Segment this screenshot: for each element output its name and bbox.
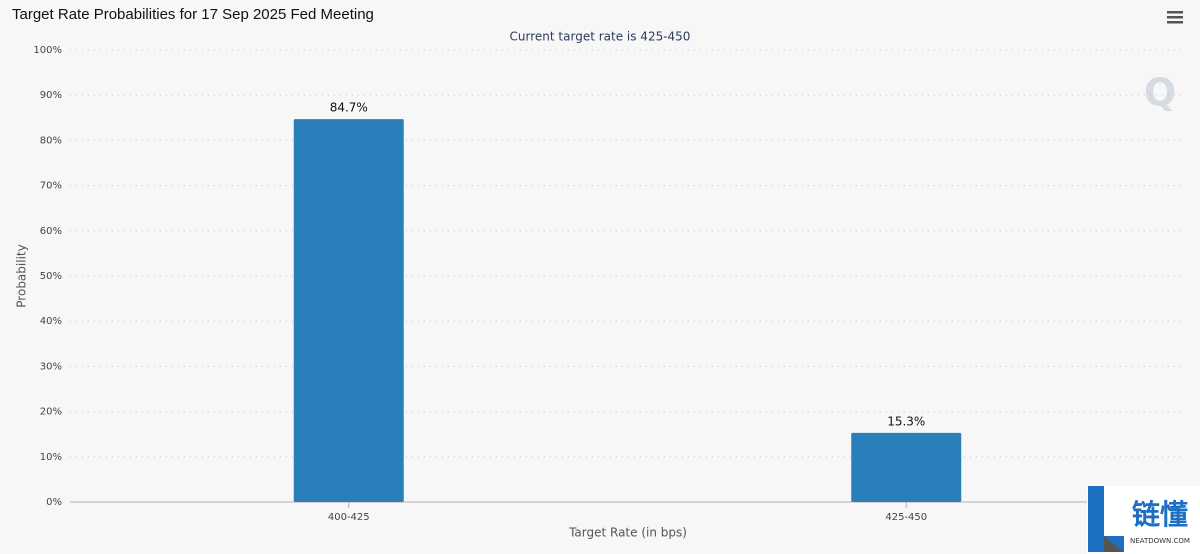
watermark: 链懂 NEATDOWN.COM: [1087, 486, 1200, 554]
y-tick-label: 100%: [33, 45, 62, 56]
chart-subtitle: Current target rate is 425-450: [510, 30, 691, 44]
plot-area: 0% 10% 20% 30% 40% 50% 60% 70% 80% 90% 100% 400-425…: [33, 45, 1185, 523]
watermark-mark: [1104, 536, 1124, 552]
menu-button[interactable]: [1167, 11, 1183, 24]
data-label: 15.3%: [887, 414, 925, 428]
y-tick-label: 20%: [40, 407, 62, 418]
watermark-mark: [1088, 486, 1124, 552]
y-tick-label: 0%: [46, 497, 62, 508]
y-axis-label: Probability: [15, 244, 29, 307]
watermark-site: NEATDOWN.COM: [1130, 537, 1190, 545]
menu-line: [1167, 11, 1183, 14]
x-tick-label: 400-425: [328, 512, 370, 523]
menu-line: [1167, 21, 1183, 24]
chart-title: Target Rate Probabilities for 17 Sep 202…: [12, 6, 374, 23]
x-tick-label: 425-450: [885, 512, 927, 523]
y-tick-label: 50%: [40, 271, 62, 282]
bar: [293, 119, 404, 502]
logo: Q: [1144, 71, 1176, 115]
y-tick-label: 30%: [40, 361, 62, 372]
data-label: 84.7%: [330, 101, 368, 115]
y-tick-label: 40%: [40, 316, 62, 327]
x-axis-label: Target Rate (in bps): [568, 526, 687, 540]
watermark-brand: 链懂: [1132, 498, 1188, 531]
y-tick-label: 80%: [40, 135, 62, 146]
bar: [851, 432, 962, 502]
y-tick-label: 90%: [40, 90, 62, 101]
y-tick-label: 60%: [40, 226, 62, 237]
y-tick-label: 70%: [40, 181, 62, 192]
menu-line: [1167, 16, 1183, 19]
y-tick-label: 10%: [40, 452, 62, 463]
